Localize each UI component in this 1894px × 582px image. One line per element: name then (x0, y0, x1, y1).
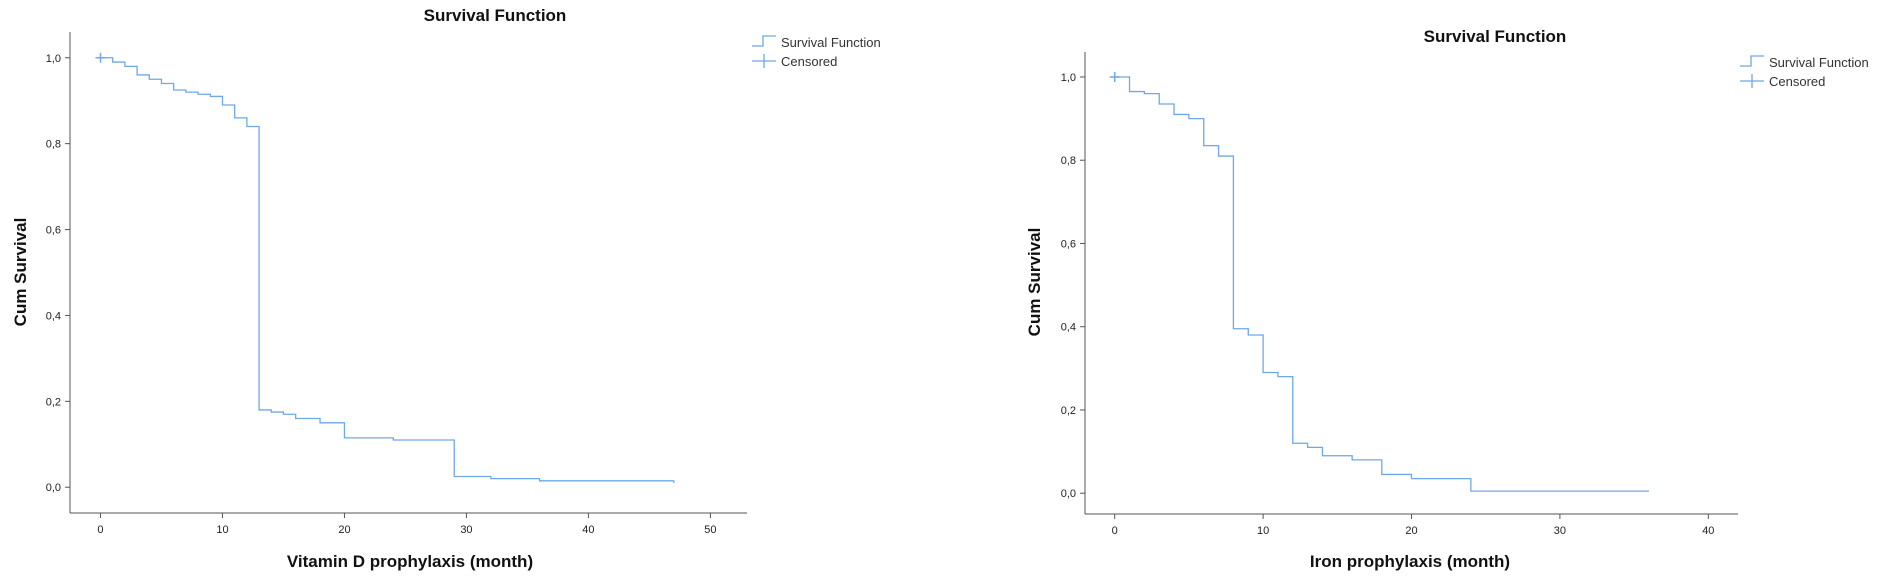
y-axis-title: Cum Survival (1025, 228, 1044, 337)
x-tick-label: 30 (460, 524, 472, 536)
x-tick-label: 0 (97, 524, 103, 536)
legend-label-survival-function: Survival Function (1769, 55, 1869, 70)
legend-censored-symbol (1740, 74, 1764, 88)
y-tick-label: 0,6 (1061, 238, 1076, 250)
x-axis-title: Iron prophylaxis (month) (1310, 552, 1510, 571)
y-tick-label: 0,4 (1061, 322, 1076, 334)
legend-label-censored: Censored (781, 54, 837, 69)
y-tick-label: 0,8 (1061, 155, 1076, 167)
x-tick-label: 30 (1554, 525, 1566, 537)
legend-label-survival-function: Survival Function (781, 35, 881, 50)
x-tick-label: 0 (1112, 525, 1118, 537)
y-tick-label: 0,2 (46, 396, 61, 408)
y-tick-label: 1,0 (46, 53, 61, 65)
legend-label-censored: Censored (1769, 74, 1825, 89)
y-tick-label: 0,8 (46, 139, 61, 151)
y-tick-label: 0,4 (46, 310, 61, 322)
y-tick-label: 0,6 (46, 225, 61, 237)
y-tick-label: 0,0 (46, 482, 61, 494)
x-axis-title: Vitamin D prophylaxis (month) (287, 552, 533, 571)
censored-marker (95, 52, 106, 63)
y-tick-label: 0,0 (1061, 488, 1076, 500)
y-axis-title: Cum Survival (11, 218, 30, 327)
survival-function-line (100, 57, 675, 483)
legend-survival-function-symbol (752, 35, 776, 47)
x-tick-label: 40 (1702, 525, 1714, 537)
survival-function-line (1114, 76, 1649, 492)
x-tick-label: 20 (1405, 525, 1417, 537)
chart-2: Survival Function 0 10 20 30 40 0,0 0,2 0,4 0,6 0,… (1025, 27, 1869, 571)
y-tick-label: 1,0 (1061, 72, 1076, 84)
legend-censored-symbol (752, 54, 776, 68)
chart-1: Survival Function 0 10 20 30 40 50 0,0 0,2 0,4 0,6… (11, 6, 881, 571)
x-tick-label: 10 (1257, 525, 1269, 537)
legend: Survival Function Censored (752, 35, 881, 69)
legend: Survival Function Censored (1740, 55, 1869, 89)
x-tick-label: 20 (338, 524, 350, 536)
x-tick-label: 50 (704, 524, 716, 536)
chart-title: Survival Function (1424, 27, 1567, 46)
legend-survival-function-symbol (1740, 55, 1764, 67)
y-tick-label: 0,2 (1061, 405, 1076, 417)
censored-marker (1109, 71, 1120, 82)
x-tick-label: 40 (582, 524, 594, 536)
chart-title: Survival Function (424, 6, 567, 25)
x-tick-label: 10 (216, 524, 228, 536)
